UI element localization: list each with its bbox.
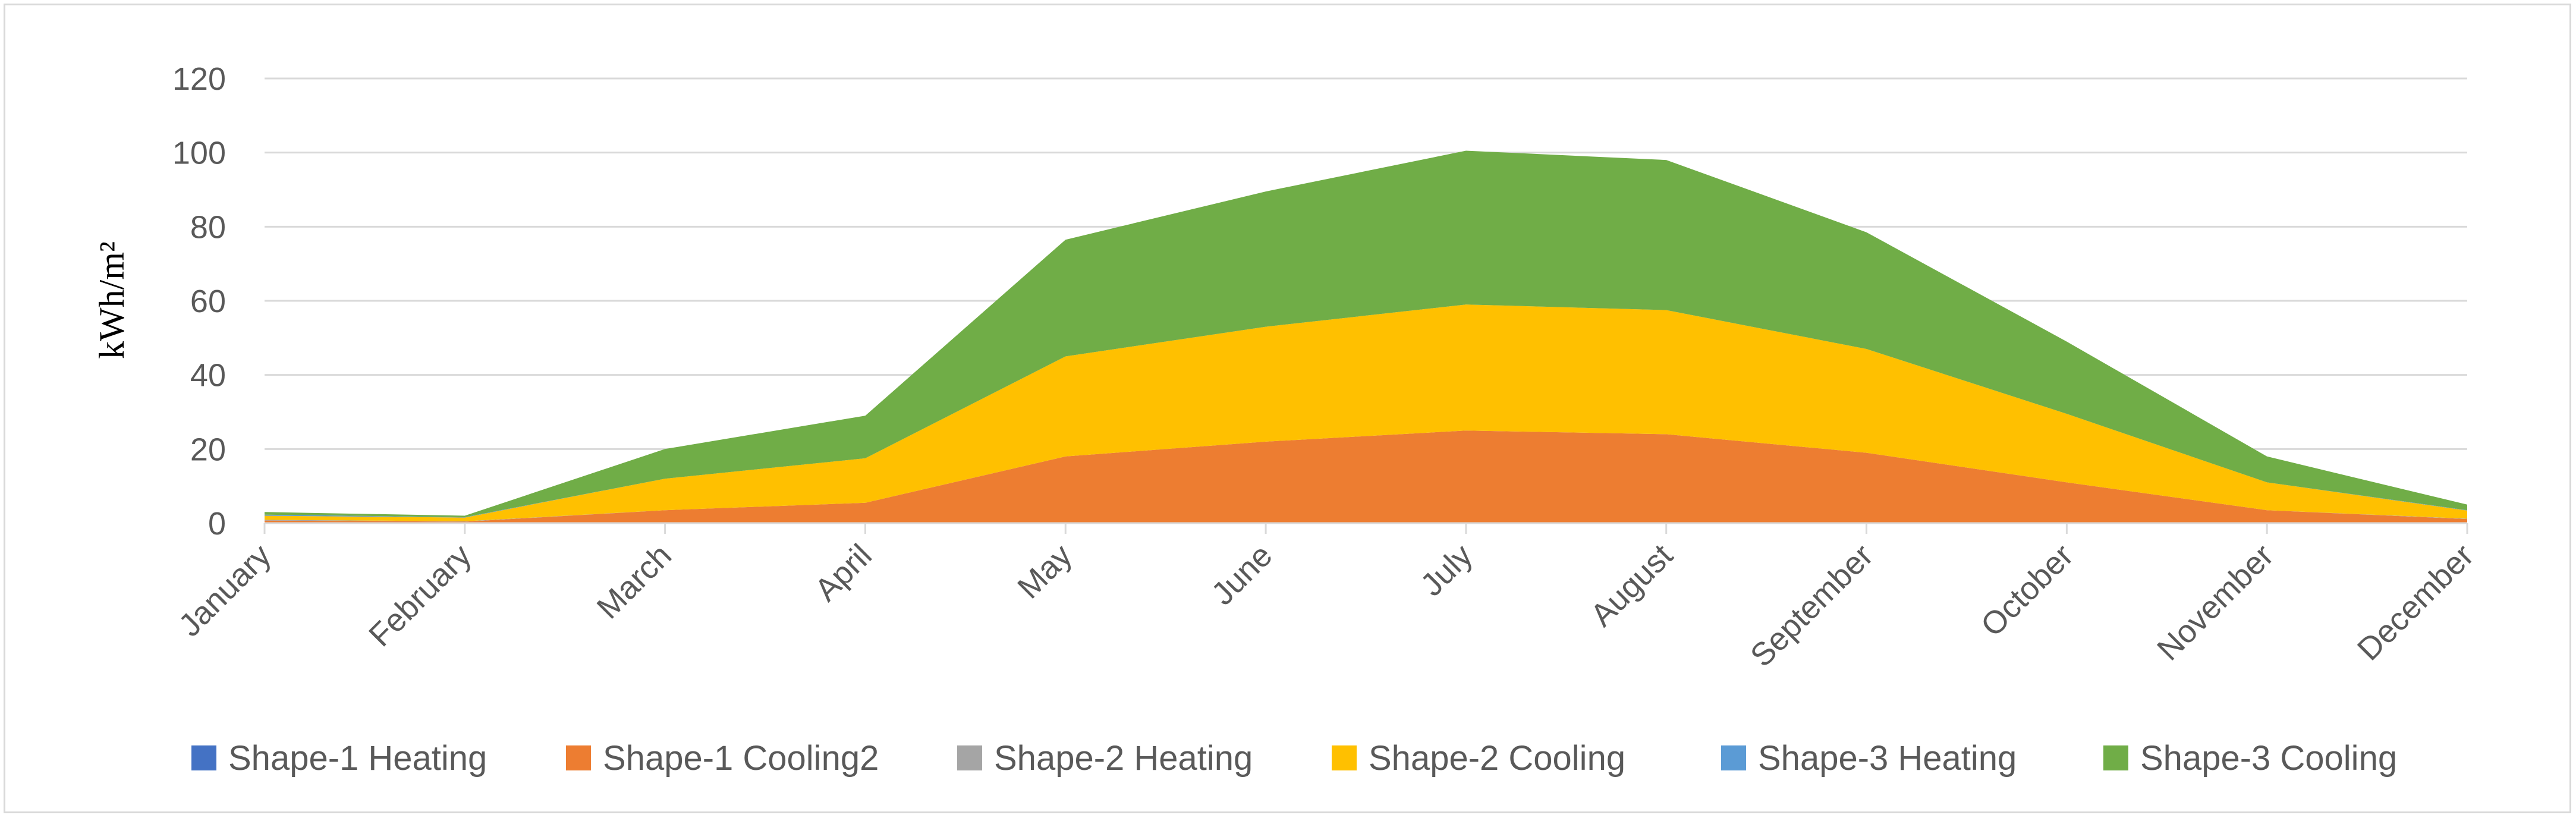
x-tick-label: July <box>1414 537 1479 603</box>
x-tick-label: February <box>362 537 478 653</box>
x-tick-label: June <box>1204 537 1279 612</box>
legend-swatch-shape-3-cooling <box>2103 745 2128 770</box>
y-axis-tick-labels: 0 20 40 60 80 100 120 <box>172 61 226 542</box>
legend-label-shape-1-cooling2: Shape-1 Cooling2 <box>603 739 879 778</box>
x-axis <box>263 522 2468 534</box>
legend-label-shape-1-heating: Shape-1 Heating <box>228 739 487 778</box>
x-tick-label: September <box>1744 537 1880 674</box>
legend: Shape-1 Heating Shape-1 Cooling2 Shape-2 H… <box>191 739 2397 778</box>
y-tick-label: 100 <box>172 136 226 171</box>
x-tick-label: August <box>1584 537 1679 633</box>
x-axis-tick-labels: January February March April May June July Augu… <box>172 537 2480 674</box>
x-tick-label: May <box>1011 537 1079 606</box>
legend-swatch-shape-1-heating <box>191 745 216 770</box>
legend-label-shape-2-heating: Shape-2 Heating <box>994 739 1253 778</box>
y-axis-label: kWh/m² <box>92 241 131 359</box>
area-shape-2-cooling <box>265 304 2467 521</box>
area-shape-1-cooling2 <box>265 430 2467 523</box>
legend-label-shape-2-cooling: Shape-2 Cooling <box>1369 739 1625 778</box>
y-tick-label: 0 <box>208 506 226 542</box>
x-tick-label: January <box>172 537 278 643</box>
legend-swatch-shape-2-cooling <box>1332 745 1357 770</box>
x-tick-label: March <box>590 537 679 626</box>
y-tick-label: 80 <box>190 209 226 245</box>
y-tick-label: 60 <box>190 284 226 319</box>
x-tick-label: November <box>2150 537 2281 668</box>
x-tick-label: December <box>2351 537 2481 668</box>
area-shape-3-cooling <box>265 150 2467 517</box>
x-tick-label: April <box>808 537 879 608</box>
legend-swatch-shape-3-heating <box>1721 745 1746 770</box>
legend-label-shape-3-cooling: Shape-3 Cooling <box>2140 739 2397 778</box>
y-tick-label: 20 <box>190 432 226 467</box>
x-tick-label: October <box>1974 537 2080 643</box>
legend-swatch-shape-2-heating <box>957 745 982 770</box>
legend-swatch-shape-1-cooling2 <box>566 745 591 770</box>
y-tick-label: 120 <box>172 61 226 97</box>
y-tick-label: 40 <box>190 358 226 394</box>
series-areas <box>265 150 2467 523</box>
legend-label-shape-3-heating: Shape-3 Heating <box>1758 739 2017 778</box>
